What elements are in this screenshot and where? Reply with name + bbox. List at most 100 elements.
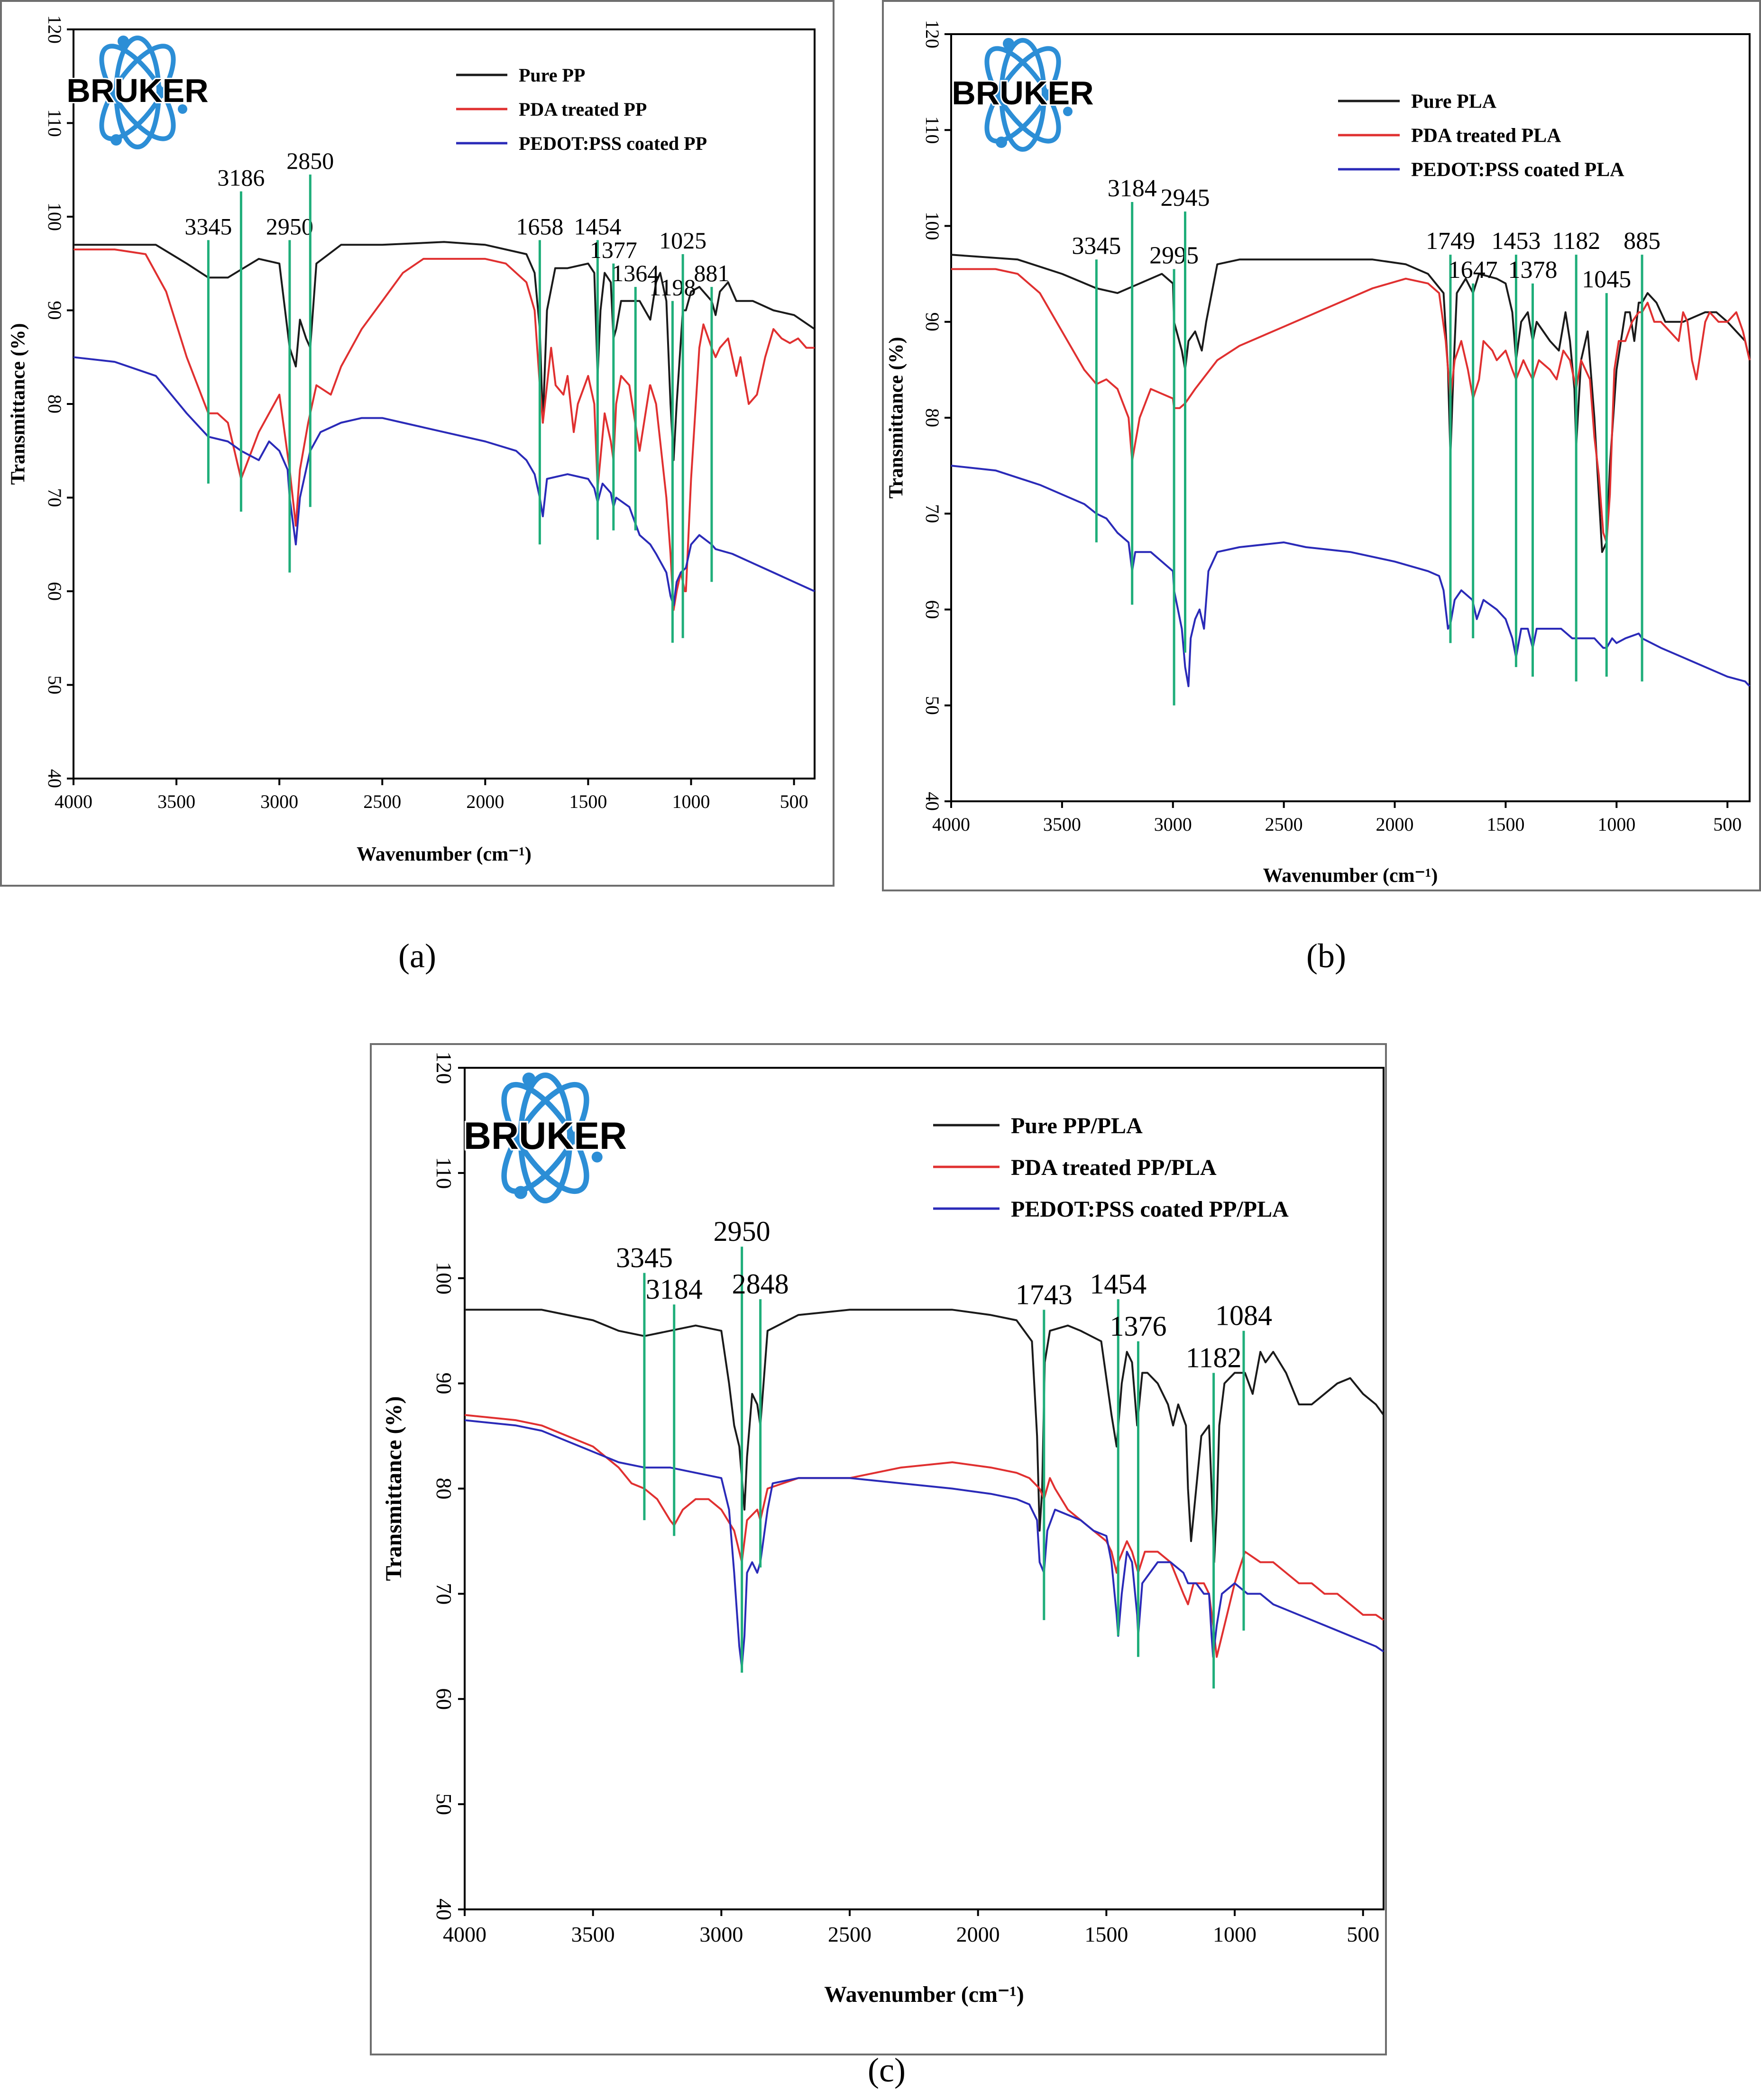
y-axis-title: Transmittance (%) <box>381 1396 406 1581</box>
x-tick-label: 4000 <box>55 791 92 812</box>
y-tick-label: 100 <box>44 202 65 231</box>
x-axis-title: Wavenumber (cm⁻¹) <box>824 1982 1024 2007</box>
peak-label: 2950 <box>714 1216 770 1247</box>
series-line-pda <box>73 248 815 611</box>
peak-label: 1454 <box>1090 1268 1146 1300</box>
peak-label: 3184 <box>646 1274 703 1305</box>
y-tick-label: 80 <box>44 394 65 413</box>
y-tick-label: 80 <box>432 1478 456 1500</box>
x-tick-label: 500 <box>780 791 808 812</box>
peak-label: 1378 <box>1508 257 1558 284</box>
x-tick-label: 3000 <box>699 1922 743 1946</box>
y-tick-label: 40 <box>432 1898 456 1920</box>
x-tick-label: 1000 <box>1213 1922 1257 1946</box>
x-tick-label: 4000 <box>443 1922 486 1946</box>
logo-wordmark: BRUKER <box>464 1115 627 1157</box>
peak-label: 1182 <box>1186 1342 1242 1373</box>
logo-electron-icon <box>591 1151 603 1163</box>
y-tick-label: 90 <box>44 301 65 320</box>
peak-label: 1182 <box>1552 228 1600 255</box>
y-tick-label: 40 <box>44 769 65 788</box>
y-tick-label: 90 <box>922 312 943 331</box>
peak-label: 2995 <box>1149 242 1199 269</box>
peak-label: 3186 <box>217 165 265 191</box>
series-line-pure <box>465 1309 1385 1563</box>
logo-wordmark: BRUKER <box>952 74 1093 111</box>
logo-orbit-icon <box>984 46 1061 144</box>
legend-label-pure: Pure PLA <box>1411 91 1497 113</box>
y-tick-label: 110 <box>922 116 943 144</box>
y-axis-title: Transmittance (%) <box>8 323 29 485</box>
panel-caption: (a) <box>398 937 436 975</box>
series-line-pedot <box>464 1419 1385 1669</box>
peak-label: 1364 <box>612 260 659 286</box>
y-tick-label: 40 <box>922 792 943 811</box>
logo-orbit-icon <box>114 36 161 149</box>
logo-orbit-icon <box>501 1082 589 1194</box>
x-tick-label: 2500 <box>828 1922 871 1946</box>
logo-orbit-icon <box>999 38 1046 152</box>
x-tick-label: 4000 <box>932 814 970 835</box>
peak-label: 1743 <box>1016 1279 1073 1310</box>
peak-label: 1749 <box>1426 228 1475 255</box>
logo-orbit-icon <box>984 46 1061 144</box>
logo-electron-icon <box>1063 107 1073 116</box>
x-tick-label: 2000 <box>466 791 504 812</box>
x-axis-title: Wavenumber (cm⁻¹) <box>357 844 532 865</box>
x-tick-label: 1500 <box>1486 814 1524 835</box>
legend-label-pedot: PEDOT:PSS coated PLA <box>1411 159 1624 181</box>
y-tick-label: 60 <box>44 582 65 601</box>
peak-label: 2950 <box>266 213 313 239</box>
peak-label: 2945 <box>1161 184 1210 211</box>
y-tick-label: 120 <box>922 20 943 48</box>
peak-label: 3345 <box>184 213 232 239</box>
x-tick-label: 1500 <box>1084 1922 1128 1946</box>
panel-frame <box>370 1043 1387 2055</box>
y-tick-label: 60 <box>432 1688 456 1710</box>
logo-electron-icon <box>522 1073 536 1086</box>
series-line-pure <box>73 241 816 461</box>
x-tick-label: 500 <box>1713 814 1742 835</box>
y-tick-label: 70 <box>432 1583 456 1605</box>
x-tick-label: 3500 <box>1043 814 1081 835</box>
peak-label: 1084 <box>1215 1300 1272 1331</box>
legend-label-pure: Pure PP <box>519 64 585 86</box>
y-tick-label: 70 <box>44 488 65 507</box>
y-tick-label: 60 <box>922 600 943 619</box>
y-axis-title: Transmittance (%) <box>886 337 908 499</box>
peak-label: 1376 <box>1110 1311 1166 1342</box>
logo-electron-icon <box>514 1186 528 1199</box>
y-tick-label: 90 <box>432 1373 456 1394</box>
bruker-logo: BRUKER <box>950 38 1095 152</box>
peak-label: 3345 <box>616 1242 673 1274</box>
legend-label-pda: PDA treated PP <box>519 99 647 120</box>
x-tick-label: 1000 <box>1597 814 1635 835</box>
panel-caption: (b) <box>1306 937 1346 975</box>
y-tick-label: 50 <box>922 696 943 715</box>
x-tick-label: 2500 <box>363 791 401 812</box>
y-tick-label: 100 <box>922 212 943 240</box>
peak-label: 3184 <box>1108 175 1157 202</box>
peak-label: 1454 <box>574 213 621 239</box>
legend-label-pda: PDA treated PP/PLA <box>1011 1155 1217 1180</box>
logo-electron-icon <box>110 134 122 146</box>
legend-label-pure: Pure PP/PLA <box>1011 1113 1143 1138</box>
logo-electron-icon <box>178 104 187 114</box>
x-tick-label: 3500 <box>157 791 195 812</box>
logo-electron-icon <box>1003 38 1014 49</box>
peak-label: 3345 <box>1072 232 1121 259</box>
x-tick-label: 500 <box>1347 1922 1379 1946</box>
ftir-panel-c: 4000 3500 3000 2500 2000 1500 1000 500 40 50 60 70 8… <box>370 1043 1387 2055</box>
x-tick-label: 2500 <box>1265 814 1303 835</box>
peak-label: 2848 <box>732 1268 789 1300</box>
logo-orbit-icon <box>99 44 176 141</box>
bruker-logo: BRUKER <box>462 1073 629 1203</box>
y-tick-label: 120 <box>432 1052 456 1084</box>
y-tick-label: 110 <box>432 1157 456 1189</box>
x-tick-label: 3000 <box>1154 814 1192 835</box>
ftir-panel-b: 4000 3500 3000 2500 2000 1500 1000 500 40 50 60 70 8… <box>882 0 1761 891</box>
x-axis-title: Wavenumber (cm⁻¹) <box>1263 865 1438 887</box>
x-tick-label: 1500 <box>569 791 607 812</box>
y-tick-label: 80 <box>922 408 943 427</box>
